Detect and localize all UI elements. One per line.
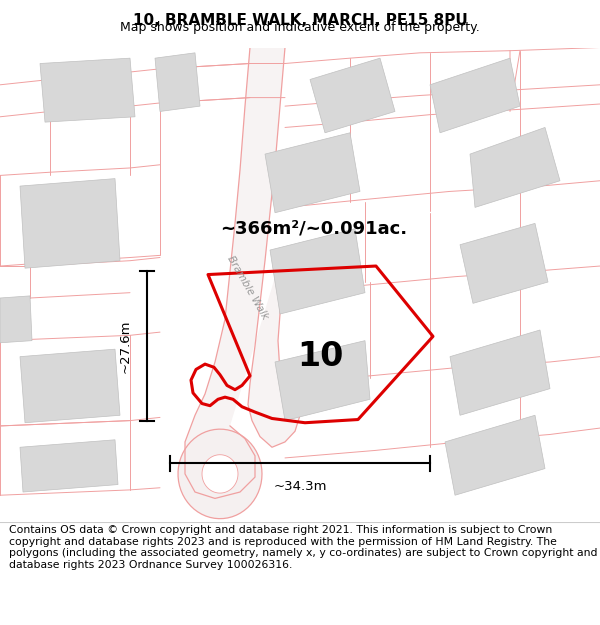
Polygon shape: [20, 179, 120, 268]
Polygon shape: [460, 223, 548, 303]
Text: Bramble Walk: Bramble Walk: [226, 254, 270, 321]
Polygon shape: [445, 415, 545, 495]
Polygon shape: [265, 132, 360, 212]
Polygon shape: [0, 296, 32, 343]
Polygon shape: [202, 455, 238, 493]
Text: Contains OS data © Crown copyright and database right 2021. This information is : Contains OS data © Crown copyright and d…: [9, 525, 598, 570]
Polygon shape: [310, 58, 395, 132]
Polygon shape: [185, 48, 300, 498]
Polygon shape: [20, 349, 120, 423]
Polygon shape: [450, 330, 550, 415]
Polygon shape: [20, 440, 118, 492]
Text: ~27.6m: ~27.6m: [119, 319, 132, 372]
Polygon shape: [270, 229, 365, 314]
Text: ~34.3m: ~34.3m: [273, 480, 327, 493]
Text: Map shows position and indicative extent of the property.: Map shows position and indicative extent…: [120, 21, 480, 34]
Polygon shape: [40, 58, 135, 122]
Text: 10, BRAMBLE WALK, MARCH, PE15 8PU: 10, BRAMBLE WALK, MARCH, PE15 8PU: [133, 13, 467, 28]
Polygon shape: [470, 127, 560, 208]
Polygon shape: [275, 341, 370, 421]
Polygon shape: [178, 429, 262, 519]
Polygon shape: [155, 53, 200, 111]
Text: ~366m²/~0.091ac.: ~366m²/~0.091ac.: [220, 220, 407, 238]
Polygon shape: [430, 58, 520, 132]
Text: 10: 10: [297, 340, 343, 373]
